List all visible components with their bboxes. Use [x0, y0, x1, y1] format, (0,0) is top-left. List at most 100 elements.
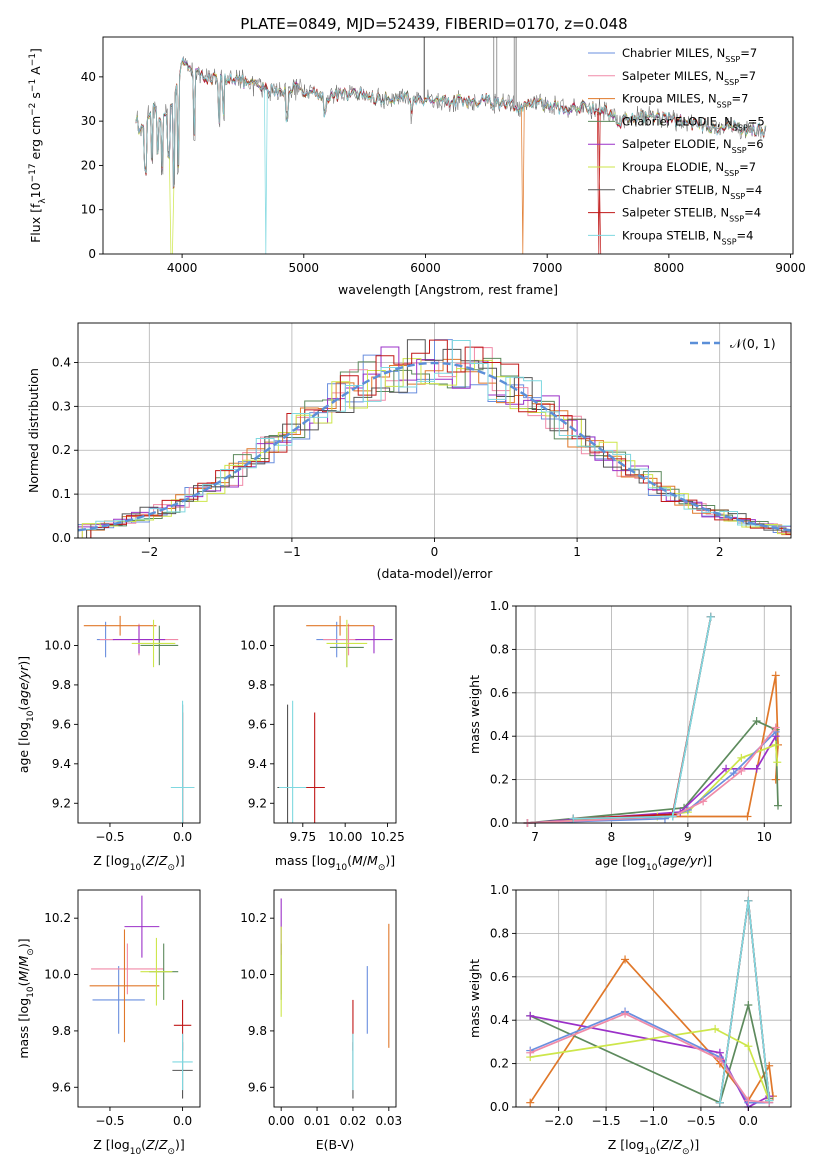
series-line: [529, 1004, 771, 1104]
legend-n: =7: [739, 160, 756, 174]
series-kroupa-stelib: [569, 612, 715, 823]
legend-n: =4: [744, 206, 761, 220]
errorbars: [83, 615, 195, 823]
label-part: age [log: [595, 853, 646, 868]
legend-n: =4: [737, 228, 754, 242]
legend-label: Kroupa ELODIE, NSSP=7: [622, 160, 756, 178]
x-tick-label: −0.5: [95, 830, 124, 844]
errorbar-point: [83, 615, 157, 636]
legend-text: Kroupa MILES, N: [622, 92, 717, 106]
label-part: 10: [28, 182, 43, 198]
errorbar-point: [170, 700, 195, 823]
label-part: mass [log: [16, 998, 31, 1059]
label-part: Z: [672, 1137, 682, 1152]
y-tick-label: 9.2: [248, 796, 267, 810]
y-tick-label: 0.8: [490, 642, 509, 656]
errorbars: [280, 898, 390, 1099]
y-tick-label: 9.8: [248, 1024, 267, 1038]
errorbar-point: [172, 1033, 193, 1091]
y-tick-label: 9.6: [248, 717, 267, 731]
x-tick-label: 9: [684, 830, 692, 844]
x-tick-label: 4000: [167, 261, 198, 275]
label-part: Z: [158, 1137, 168, 1152]
x-tick-label: −2: [140, 545, 158, 559]
legend-text: Salpeter ELODIE, N: [622, 137, 732, 151]
label-part: Z: [158, 853, 168, 868]
y-axis-label: Normed distribution: [26, 368, 41, 493]
legend-n: =7: [732, 92, 749, 106]
errorbars: [277, 615, 393, 823]
label-part: /: [155, 1137, 160, 1152]
label-part: )]: [689, 1137, 699, 1152]
label-part: )]: [175, 1137, 185, 1152]
legend-sub: SSP: [724, 77, 739, 86]
label-part: A: [28, 66, 43, 79]
axes-frame: [273, 605, 397, 824]
legend-text: Kroupa ELODIE, N: [622, 160, 724, 174]
histogram-chabrier-stelib: [86, 339, 791, 538]
axes-massweight-vs-age: 7 8 9 10 0.0 0.2 0.4 0.6 0.8 1.0: [490, 599, 792, 844]
axes-mass-vs-ebv: 0.00 0.01 0.02 0.03 9.6 9.8 10.0 10.2: [240, 889, 402, 1128]
label-part: 10: [26, 710, 36, 722]
series-line: [529, 958, 774, 1104]
x-tick-label: 10: [757, 830, 772, 844]
y-tick-label: 10: [81, 203, 96, 217]
y-tick-label: 9.4: [248, 757, 267, 771]
plot-area: [103, 37, 793, 254]
x-tick-label: 9.75: [289, 830, 316, 844]
legend-n: =6: [747, 137, 764, 151]
label-part: /: [16, 966, 31, 971]
x-tick-label: −1.0: [639, 1114, 668, 1128]
x-tick-label: 0.0: [173, 830, 192, 844]
x-tick-label: 0.0: [173, 1114, 192, 1128]
model-spectrum: [135, 57, 766, 254]
x-tick-label: 0.03: [375, 1114, 402, 1128]
plot-area: [78, 890, 200, 1107]
y-tick-label: 40: [81, 70, 96, 84]
x-axis-label: mass [log10(M/M⊙)]: [275, 853, 395, 873]
plot-area: [274, 606, 396, 823]
y-tick-label: 0.6: [490, 686, 509, 700]
legend-text: Salpeter MILES, N: [622, 69, 724, 83]
label-part: E(B-V): [316, 1137, 355, 1152]
y-tick-label: 0.0: [490, 1100, 509, 1114]
label-part: M: [16, 971, 31, 982]
label-part: M: [16, 955, 31, 966]
y-tick-label: 9.6: [52, 1080, 71, 1094]
y-tick-label: 0: [88, 247, 96, 261]
x-tick-label: 9000: [775, 261, 806, 275]
y-tick-label: 0.4: [490, 1013, 509, 1027]
legend-label: Salpeter ELODIE, NSSP=6: [622, 137, 764, 155]
label-part: ⊙: [26, 948, 36, 956]
plot-area: [516, 606, 791, 823]
figure-title: PLATE=0849, MJD=52439, FIBERID=0170, z=0…: [240, 15, 627, 33]
label-part: ⊙: [167, 863, 175, 873]
x-tick-label: 0.0: [739, 1114, 758, 1128]
legend-text: Kroupa STELIB, N: [622, 228, 722, 242]
errorbar-point: [92, 966, 145, 1034]
axes-frame: [515, 605, 792, 824]
label-part: ⊙: [378, 863, 386, 873]
axes-age-vs-mass: 9.75 10.00 10.25 9.2 9.4 9.6 9.8 10.0: [240, 605, 405, 844]
label-part: )]: [16, 656, 31, 666]
label-part: Flux [f: [28, 203, 43, 243]
y-axis-label: age [log10(age/yr)]: [16, 656, 36, 773]
label-part: /: [155, 853, 160, 868]
label-part: age [log: [16, 722, 31, 773]
histogram-salpeter-stelib: [90, 339, 791, 538]
y-tick-label: 0.0: [490, 816, 509, 830]
x-tick-label: −0.5: [95, 1114, 124, 1128]
x-tick-label: 7000: [532, 261, 563, 275]
legend-label: Chabrier ELODIE, NSSP=5: [622, 114, 765, 131]
x-axis-label: E(B-V): [316, 1137, 355, 1152]
x-tick-label: 5000: [289, 261, 320, 275]
label-part: )]: [702, 853, 712, 868]
y-tick-label: 0.1: [52, 487, 71, 501]
y-tick-label: 9.8: [52, 1024, 71, 1038]
axes-frame: [273, 889, 397, 1108]
y-tick-label: 10.0: [44, 968, 71, 982]
legend-label: Salpeter STELIB, NSSP=4: [622, 206, 761, 224]
x-tick-label: −0.5: [686, 1114, 715, 1128]
errorbar-point: [140, 625, 179, 666]
x-axis-label: Z [log10(Z/Z⊙)]: [608, 1137, 700, 1157]
